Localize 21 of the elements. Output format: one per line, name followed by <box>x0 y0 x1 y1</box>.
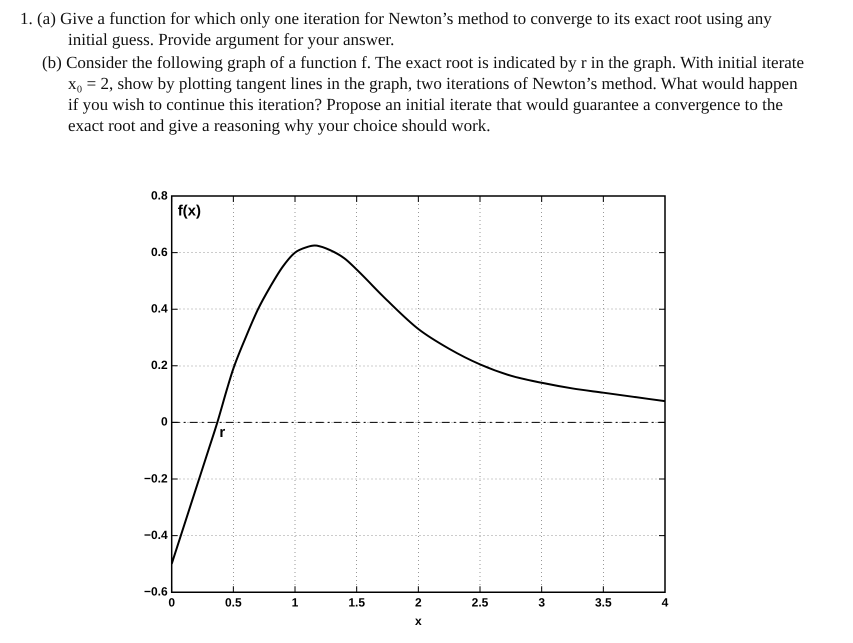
annotation: r <box>219 424 226 442</box>
y-tick-label: 0 <box>161 414 168 429</box>
y-axis-title: f(x) <box>178 202 202 220</box>
x-tick-label: 2.5 <box>472 596 489 610</box>
y-tick-label: −0.6 <box>144 584 168 599</box>
x-tick-label: 2 <box>415 596 422 610</box>
y-tick-label: −0.4 <box>144 528 168 542</box>
y-tick-label: 0.2 <box>151 358 168 372</box>
x-tick-label: 3.5 <box>594 596 612 610</box>
x-tick-label: 1 <box>292 596 299 610</box>
y-tick-label: −0.2 <box>144 471 168 486</box>
x-axis-title: x <box>415 614 422 628</box>
x-tick-label: 4 <box>662 596 669 610</box>
x-tick-label: 0.5 <box>225 596 242 610</box>
y-tick-label: 0.4 <box>151 302 168 316</box>
y-tick-label: 0.6 <box>151 244 168 259</box>
y-tick-label: 0.8 <box>151 188 168 202</box>
x-tick-label: 3 <box>538 596 546 610</box>
text: 1. (a) Give a function for which only one iteration for Newton’s method to converge to its exact root using any initial guess. Provide argument for your answer. <box>20 8 773 50</box>
text: (b) Consider the following graph of a function f. The exact root is indicated by r in the graph. With initial iterate x₀ = 2, show by plotting tangent lines in the graph, two iterations of Newton’s method. What would happen if you wish to continue this iteration? Propose an initial iterate that would guarantee a convergence to the exact root and give a reasoning why your choice should work. <box>41 52 806 136</box>
x-tick-label: 1.5 <box>348 596 366 610</box>
